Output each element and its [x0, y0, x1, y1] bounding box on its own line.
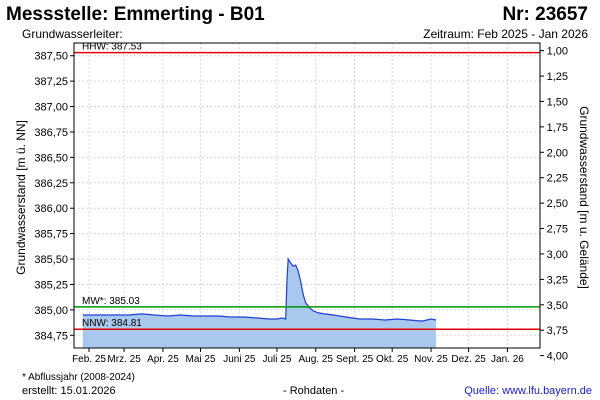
grid: [74, 43, 540, 348]
y2-tick-label: 1,75: [547, 122, 568, 134]
y-tick-label: 386,00: [34, 203, 68, 215]
y2-tick-label: 1,00: [547, 46, 568, 58]
created-date: erstellt: 15.01.2026: [22, 385, 116, 397]
x-tick-label: Feb. 25: [72, 354, 106, 365]
reference-lines: HHW: 387.53 MW*: 385.03 NNW: 384.81: [74, 42, 540, 330]
y2-tick-label: 2,25: [547, 173, 568, 185]
y-tick-label: 387,25: [34, 76, 68, 88]
y2-tick-label: 2,50: [547, 198, 568, 210]
source-link[interactable]: Quelle: www.lfu.bayern.de: [464, 385, 592, 397]
station-number: Nr: 23657: [502, 4, 588, 25]
x-tick-label: Jan. 26: [491, 354, 524, 365]
x-tick-label: Apr. 25: [147, 354, 179, 365]
footnote: * Abflussjahr (2008-2024): [22, 372, 135, 383]
y2-tick-label: 3,75: [547, 325, 568, 337]
x-tick-label: Dez. 25: [451, 354, 486, 365]
y-tick-label: 385,25: [34, 279, 68, 291]
y-tick-label: 387,00: [34, 102, 68, 114]
y-tick-label: 386,50: [34, 152, 68, 164]
y2-tick-label: 1,50: [547, 96, 568, 108]
y2-tick-label: 2,75: [547, 224, 568, 236]
x-tick-label: Juni 25: [223, 354, 256, 365]
page-title: Messstelle: Emmerting - B01: [6, 4, 265, 25]
x-tick-label: Nov. 25: [414, 354, 448, 365]
y-tick-label: 386,25: [34, 178, 68, 190]
series-line: [82, 257, 437, 322]
x-axis-ticks: Feb. 25 Mrz. 25 Apr. 25 Mai 25 Juni 25 Juli 2…: [72, 348, 524, 365]
x-tick-label: Mrz. 25: [107, 354, 141, 365]
y-tick-label: 385,00: [34, 305, 68, 317]
x-tick-label: Mai 25: [186, 354, 216, 365]
y-axis-ticks: 387,50 387,25 387,00 386,75 386,50 386,25 386,…: [34, 51, 74, 342]
y-tick-label: 386,75: [34, 127, 68, 139]
y-axis-label: Grundwasserstand [m ü. NN]: [14, 120, 28, 275]
y2-tick-label: 4,00: [547, 351, 568, 363]
y2-tick-label: 3,50: [547, 300, 568, 312]
y2-tick-label: 1,25: [547, 71, 568, 83]
series-area: [82, 257, 437, 348]
y2-axis-ticks: 1,00 1,25 1,50 1,75 2,00 2,25 2,50 2,75 3,00 3,25…: [540, 46, 568, 363]
y-tick-label: 384,75: [34, 330, 68, 342]
aquifer-label: Grundwasserleiter:: [22, 27, 123, 41]
x-tick-label: Juli 25: [262, 354, 291, 365]
x-tick-label: Sept. 25: [336, 354, 374, 365]
x-tick-label: Aug. 25: [299, 354, 334, 365]
reference-label: HHW: 387.53: [82, 42, 142, 53]
y-tick-label: 385,75: [34, 229, 68, 241]
y2-tick-label: 3,25: [547, 274, 568, 286]
period-label: Zeitraum: Feb 2025 - Jan 2026: [423, 27, 588, 41]
rawdata-note: - Rohdaten -: [283, 385, 345, 397]
y2-tick-label: 2,00: [547, 147, 568, 159]
plot-frame: [73, 42, 541, 349]
reference-label: MW*: 385.03: [82, 296, 140, 307]
y2-axis-label: Grundwasserstand [m u. Gelände]: [577, 106, 591, 289]
series-fill: [82, 259, 437, 348]
y-tick-label: 387,50: [34, 51, 68, 63]
x-tick-label: Okt. 25: [376, 354, 409, 365]
y-tick-label: 385,50: [34, 254, 68, 266]
reference-label: NNW: 384.81: [82, 318, 142, 329]
y2-tick-label: 3,00: [547, 249, 568, 261]
